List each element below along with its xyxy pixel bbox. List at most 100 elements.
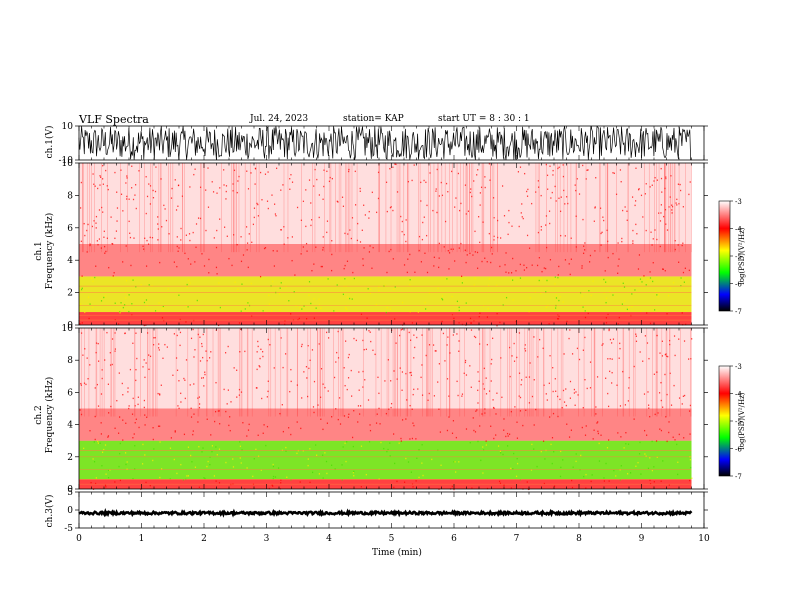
ch2-spectrogram-speck [362,370,364,373]
ch2-spectrogram-speck [306,377,308,379]
ch1-spectrogram-speck [656,179,658,181]
ch1-spectrogram-speck [635,223,637,226]
ch1-spectrogram-speck [385,181,388,184]
ch1-spectrogram-speck [515,270,517,272]
ch1-spectrogram-speck [562,164,564,166]
ch1-spectrogram-speck [523,264,525,266]
ch1-waveform-ytick-label: -10 [59,156,74,166]
ch2-spectrogram-speck [255,387,258,389]
ch1-spectrogram-speck [441,298,444,301]
ch1-spectrogram-speck [99,176,102,178]
ch1-spectrogram-speck [356,239,359,242]
colorbar-tick-label: -7 [735,308,742,316]
ch2-spectrogram-speck [674,354,676,357]
ch1-spectrogram-speck [646,312,648,314]
ch1-spectrogram-speck [602,216,604,218]
ch2-spectrogram-speck [556,395,559,398]
ch2-spectrogram-speck [617,432,619,434]
ch2-spectrogram-speck [201,451,203,453]
ch1-spectrogram-speck [372,246,374,249]
ch1-spectrogram-speck [619,169,622,171]
ch1-spectrogram-speck [103,230,105,233]
ch2-spectrogram-speck [673,384,675,387]
colorbar-tick-label: -7 [735,473,742,481]
ch1-spectrogram-speck [669,287,671,289]
ch2-spectrogram-speck [669,372,671,375]
ch1-spectrogram-speck [685,309,687,312]
ch1-spectrogram-speck [680,189,682,192]
ch1-spectrogram-speck [290,278,292,280]
ch2-spectrogram-speck [100,433,102,435]
ch1-spectrogram-speck [403,264,406,266]
ch2-spectrogram-speck [318,343,320,345]
ch2-spectrogram-speck [215,446,217,448]
ch2-spectrogram-speck [603,480,605,482]
ch2-spectrogram-speckle [79,328,693,491]
ch1-spectrogram-speck [552,174,554,176]
ch2-spectrogram-speck [651,440,653,443]
ch2-spectrogram-speck [580,454,582,457]
ch2-spectrogram-speck [198,445,200,448]
ch1-spectrogram-speck [623,300,626,302]
ch2-spectrogram-speck [486,487,489,490]
ch1-spectrogram-speck [460,202,462,205]
ch2-spectrogram-speck [582,349,584,351]
ch2-spectrogram-speck [97,405,100,407]
ch2-spectrogram-speck [351,395,353,397]
ch2-spectrogram-speck [134,468,136,470]
ch1-spectrogram-speck [346,308,348,310]
ch1-spectrogram-speck [308,294,310,296]
ch1-spectrogram-speck [529,297,531,299]
ch2-spectrogram-speck [399,334,401,337]
ch1-spectrogram-speck [586,169,588,171]
ch2-spectrogram-speck [394,462,396,465]
ch1-spectrogram-speck [437,287,439,290]
ch1-spectrogram-speck [465,261,467,264]
ch1-spectrogram-speck [274,213,277,215]
ch2-spectrogram-speck [372,349,374,352]
ch2-spectrogram-speck [559,475,562,478]
ch2-spectrogram-speck [533,379,535,381]
ch1-spectrogram-speck [545,163,547,166]
ch1-spectrogram-speck [105,169,107,172]
ch1-spectrogram-speck [581,265,583,267]
ch2-spectrogram-speck [289,390,291,393]
ch2-spectrogram-speck [461,393,464,395]
ch2-spectrogram-speck [146,332,149,334]
ch1-spectrogram-speck [438,257,440,259]
ch2-spectrogram-speck [362,386,364,388]
ch1-spectrogram-speck [363,204,365,206]
ch1-spectrogram-speck [522,217,524,220]
ch1-spectrogram-speck [564,203,566,205]
ch2-spectrogram-speck [649,483,652,485]
ch2-spectrogram-speck [483,367,485,370]
ch1-spectrogram-speck [618,258,620,260]
ch1-spectrogram-ytick-label: 2 [67,289,73,299]
ch2-spectrogram-speck [334,468,336,470]
ch1-spectrogram-speck [688,193,690,196]
ch1-spectrogram-speck [311,269,313,272]
ch2-spectrogram-speck [653,481,655,483]
ch2-spectrogram-speck [653,466,655,468]
ch1-spectrogram-speck [436,168,438,171]
ch1-spectrogram-speck [354,204,357,206]
ch1-spectrogram-speck [362,264,364,267]
ch1-spectrogram-speck [606,229,608,232]
ch1-spectrogram-speck [682,206,684,208]
ch1-spectrogram-speck [676,198,678,201]
ch1-spectrogram-speck [145,299,148,301]
ch1-spectrogram-speck [178,294,180,296]
ch2-spectrogram-speck [290,380,292,383]
ch2-spectrogram-speck [158,349,160,351]
ch1-spectrogram-speck [617,272,619,275]
ch1-spectrogram-speck [392,258,394,260]
ch2-spectrogram-speck [405,372,407,375]
ch1-spectrogram-speck [362,258,364,260]
ch1-spectrogram-speck [649,322,652,325]
ch1-spectrogram-speck [607,313,609,316]
ch2-spectrogram-speck [111,363,113,366]
ch2-spectrogram-speck [638,453,641,455]
ch2-spectrogram-speck [643,393,646,395]
ch2-spectrogram-speck [390,402,393,405]
ch2-spectrogram-speck [225,461,227,464]
